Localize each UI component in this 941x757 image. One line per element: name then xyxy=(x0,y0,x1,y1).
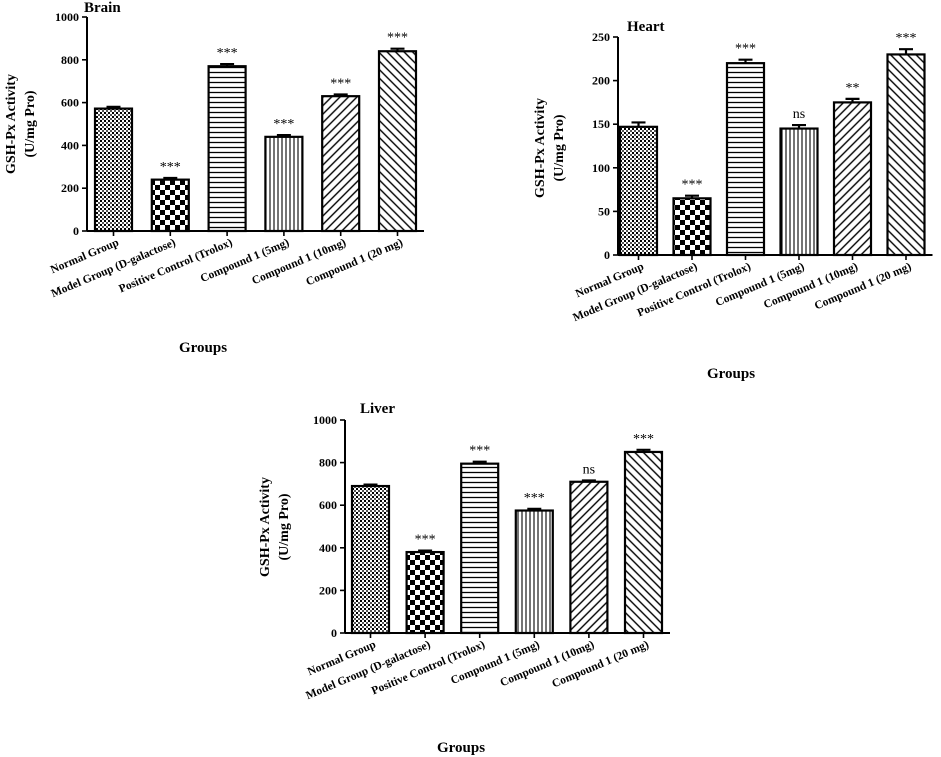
significance-label: *** xyxy=(160,160,181,175)
y-tick-label: 400 xyxy=(61,138,79,152)
y-tick-label: 200 xyxy=(592,74,610,88)
bar xyxy=(350,484,391,635)
significance-label: *** xyxy=(217,46,238,61)
error-bar xyxy=(636,448,651,452)
y-tick-label: 1000 xyxy=(313,413,337,427)
y-axis-label-line1: GSH-Px Activity xyxy=(533,98,548,198)
category-label: Compound 1 (5mg) xyxy=(714,261,806,309)
significance-label: *** xyxy=(415,533,436,548)
error-bar xyxy=(163,176,178,180)
significance-label: *** xyxy=(633,432,654,447)
bar xyxy=(405,550,445,635)
error-bar xyxy=(792,123,806,129)
y-axis-label-line2: (U/mg Pro) xyxy=(23,90,38,157)
significance-label: *** xyxy=(469,444,490,459)
panel-brain: Brain GSH-Px Activity (U/mg Pro) Groups … xyxy=(4,0,424,356)
y-tick-label: 600 xyxy=(319,498,337,512)
y-tick-label: 200 xyxy=(61,181,79,195)
y-tick-label: 0 xyxy=(331,626,337,640)
panel-title: Liver xyxy=(360,401,395,417)
category-label: Compound 1 (20 mg) xyxy=(813,261,913,313)
y-tick-label: 800 xyxy=(319,456,337,470)
category-label: Compound 1 (10mg) xyxy=(762,261,860,312)
y-tick-label: 250 xyxy=(592,30,610,44)
significance-label: *** xyxy=(682,178,703,193)
error-bar xyxy=(220,62,235,67)
bar xyxy=(460,462,500,635)
significance-label: *** xyxy=(896,31,917,46)
category-label: Compound 1 (10mg) xyxy=(498,639,596,690)
y-tick-label: 200 xyxy=(319,583,337,597)
significance-label: ns xyxy=(793,107,805,122)
category-label: Compound 1 (20 mg) xyxy=(304,237,404,289)
x-axis-label: Groups xyxy=(437,740,485,756)
y-axis-label-line1: GSH-Px Activity xyxy=(4,74,19,174)
bar xyxy=(672,197,712,257)
bar xyxy=(514,509,554,635)
y-tick-label: 0 xyxy=(604,248,610,262)
category-label: Compound 1 (10mg) xyxy=(250,237,348,288)
y-axis-label-line1: GSH-Px Activity xyxy=(258,477,273,577)
y-axis-label-line2: (U/mg Pro) xyxy=(277,493,292,560)
error-bar xyxy=(685,194,699,199)
panel-title: Brain xyxy=(84,0,121,16)
bar xyxy=(377,50,418,233)
error-bar xyxy=(390,47,405,52)
bar xyxy=(264,135,304,233)
bar xyxy=(150,178,190,233)
significance-label: *** xyxy=(273,117,294,132)
bar xyxy=(779,127,819,257)
error-bar xyxy=(472,460,487,464)
error-bar xyxy=(738,58,753,64)
y-tick-label: 1000 xyxy=(55,10,79,24)
bar xyxy=(207,65,247,233)
bar xyxy=(569,480,609,635)
bar xyxy=(886,53,926,257)
error-bar xyxy=(845,97,860,103)
x-axis-label: Groups xyxy=(179,340,227,356)
error-bar xyxy=(106,105,121,109)
error-bar xyxy=(581,479,596,482)
significance-label: *** xyxy=(524,491,545,506)
y-axis-label-line2: (U/mg Pro) xyxy=(552,114,567,181)
error-bar xyxy=(527,507,542,511)
error-bar xyxy=(418,549,433,553)
y-tick-label: 800 xyxy=(61,53,79,67)
y-tick-label: 50 xyxy=(598,204,610,218)
bar xyxy=(725,62,766,257)
bar xyxy=(623,450,664,635)
category-label: Compound 1 (20 mg) xyxy=(550,639,650,691)
bar xyxy=(93,107,134,233)
x-axis-label: Groups xyxy=(707,366,755,382)
significance-label: ns xyxy=(583,462,595,477)
significance-label: *** xyxy=(735,42,756,57)
significance-label: ** xyxy=(846,81,860,96)
y-tick-label: 600 xyxy=(61,96,79,110)
y-tick-label: 0 xyxy=(73,224,79,238)
error-bar xyxy=(333,93,348,97)
error-bar xyxy=(363,483,378,487)
panel-liver: Liver GSH-Px Activity (U/mg Pro) Groups … xyxy=(258,401,670,756)
error-bar xyxy=(899,48,913,55)
bar xyxy=(321,95,361,233)
error-bar xyxy=(276,134,291,137)
y-tick-label: 400 xyxy=(319,541,337,555)
significance-label: *** xyxy=(330,76,351,91)
bar xyxy=(832,101,873,257)
y-tick-label: 100 xyxy=(592,161,610,175)
error-bar xyxy=(631,121,646,127)
y-tick-label: 150 xyxy=(592,117,610,131)
significance-label: *** xyxy=(387,31,408,46)
panel-heart: Heart GSH-Px Activity (U/mg Pro) Groups … xyxy=(533,19,933,382)
bar xyxy=(618,125,659,257)
panel-title: Heart xyxy=(627,19,664,35)
